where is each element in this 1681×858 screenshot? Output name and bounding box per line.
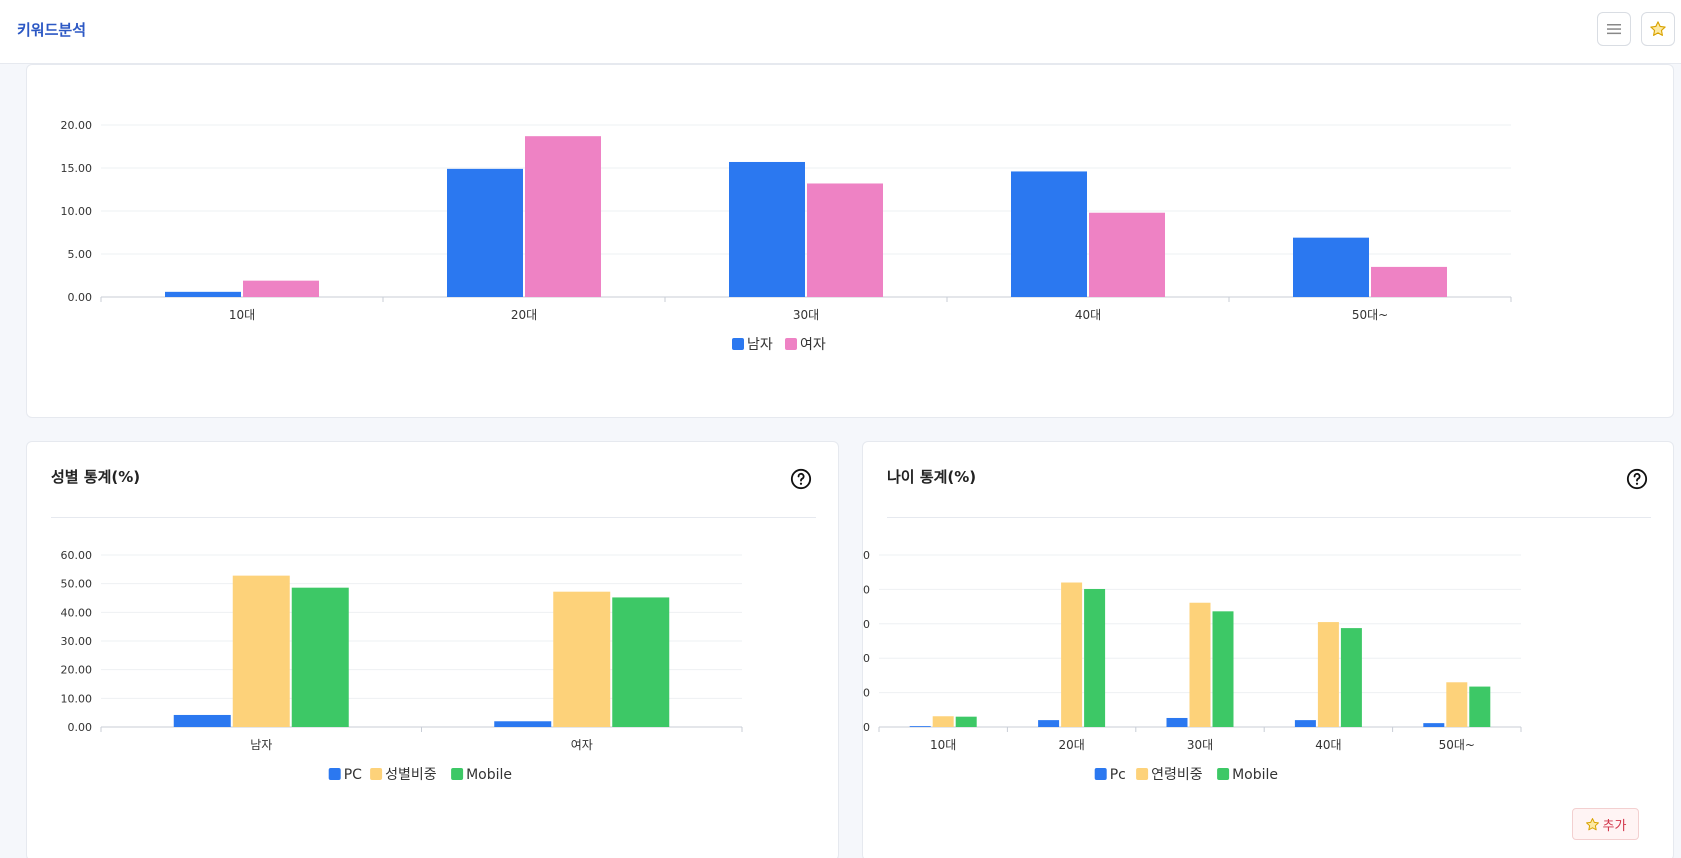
bar xyxy=(807,183,883,297)
bar xyxy=(1038,720,1060,727)
legend-label: 여자 xyxy=(800,337,826,353)
y-tick-label: 30.00 xyxy=(61,635,93,648)
bar xyxy=(1212,611,1234,727)
age-stats-title: 나이 통계(%) xyxy=(887,468,977,486)
bar xyxy=(1189,602,1211,727)
legend-label: Mobile xyxy=(1232,767,1278,783)
x-tick-label: 10대 xyxy=(229,308,255,322)
legend-label: 성별비중 xyxy=(385,767,437,783)
bar xyxy=(243,280,319,297)
menu-button[interactable] xyxy=(1597,12,1631,46)
bar xyxy=(232,575,290,727)
add-favorite-button[interactable]: 추가 xyxy=(1572,808,1639,840)
bar xyxy=(932,716,954,727)
age-stats-bar-chart: 0.00 8.00 16.00 24.00 32.00 40.00 10대 20대 30대 40대… xyxy=(863,549,1522,783)
x-tick-label: 남자 xyxy=(250,738,272,752)
age-stats-card: 나이 통계(%) 0.00 8.00 16.00 24.00 32.00 40.00 10대… xyxy=(862,441,1674,858)
bar xyxy=(291,587,349,727)
x-tick-label: 여자 xyxy=(571,738,593,752)
bar xyxy=(553,591,611,727)
bar xyxy=(1084,588,1106,727)
x-tick-label: 10대 xyxy=(930,738,956,752)
legend-swatch xyxy=(370,768,383,780)
bar xyxy=(909,726,931,727)
y-tick-label: 40.00 xyxy=(61,606,93,619)
y-tick-label: 15.00 xyxy=(61,162,93,175)
bar xyxy=(729,161,805,297)
hamburger-icon xyxy=(1607,24,1621,35)
legend-label: 연령비중 xyxy=(1151,767,1203,783)
x-tick-label: 20대 xyxy=(1058,738,1084,752)
bar xyxy=(173,714,231,727)
bar xyxy=(165,291,241,297)
y-tick-label: 5.00 xyxy=(68,248,93,261)
bar xyxy=(1061,582,1083,727)
bar xyxy=(1293,237,1369,297)
bar xyxy=(447,168,523,297)
y-tick-label: 24.00 xyxy=(863,618,870,631)
bar xyxy=(612,597,670,727)
legend-label: Mobile xyxy=(466,767,512,783)
top-bar: 키워드분석 xyxy=(0,0,1681,64)
bar xyxy=(1371,266,1447,297)
legend-swatch xyxy=(732,338,744,350)
bar xyxy=(955,716,977,727)
card-divider xyxy=(51,517,816,518)
y-tick-label: 20.00 xyxy=(61,119,93,132)
y-tick-label: 8.00 xyxy=(863,687,870,700)
legend-swatch xyxy=(785,338,797,350)
y-tick-label: 60.00 xyxy=(61,549,93,562)
legend-swatch xyxy=(1217,768,1230,780)
bar xyxy=(1011,171,1087,297)
y-tick-label: 0.00 xyxy=(68,721,93,734)
y-tick-label: 32.00 xyxy=(863,583,870,596)
gender-age-chart-card: 0.00 5.00 10.00 15.00 20.00 10대 20대 30대 40대 50대~ 남… xyxy=(26,64,1674,418)
gender-stats-bar-chart: 0.00 10.00 20.00 30.00 40.00 50.00 60.00 남자 여자 PC… xyxy=(61,549,743,783)
legend-label: 남자 xyxy=(747,337,773,353)
bar xyxy=(1089,212,1165,297)
bar xyxy=(1166,717,1188,727)
legend-swatch xyxy=(451,768,464,780)
gender-age-bar-chart: 0.00 5.00 10.00 15.00 20.00 10대 20대 30대 40대 50대~ 남… xyxy=(61,119,1512,353)
add-button-label: 추가 xyxy=(1602,818,1627,834)
help-icon[interactable] xyxy=(1626,468,1648,490)
y-tick-label: 40.00 xyxy=(863,549,870,562)
favorite-button[interactable] xyxy=(1641,12,1675,46)
legend-swatch xyxy=(1136,768,1149,780)
bar xyxy=(494,721,552,727)
bar xyxy=(1294,720,1316,727)
y-tick-label: 0.00 xyxy=(863,721,870,734)
legend-swatch xyxy=(1094,768,1107,780)
bar xyxy=(525,136,601,297)
y-tick-label: 10.00 xyxy=(61,692,93,705)
x-tick-label: 50대~ xyxy=(1439,738,1475,752)
bar xyxy=(1317,622,1339,727)
card-divider xyxy=(887,517,1651,518)
legend-label: PC xyxy=(344,767,362,783)
legend-label: Pc xyxy=(1110,767,1126,783)
x-tick-label: 30대 xyxy=(1187,738,1213,752)
y-tick-label: 20.00 xyxy=(61,664,93,677)
x-tick-label: 40대 xyxy=(1075,308,1101,322)
x-tick-label: 20대 xyxy=(511,308,537,322)
y-tick-label: 0.00 xyxy=(68,291,93,304)
y-tick-label: 50.00 xyxy=(61,578,93,591)
star-icon xyxy=(1585,817,1599,830)
bar xyxy=(1340,628,1362,727)
bar xyxy=(1469,686,1491,727)
star-icon xyxy=(1650,21,1666,36)
help-icon[interactable] xyxy=(790,468,812,490)
y-tick-label: 10.00 xyxy=(61,205,93,218)
bar xyxy=(1446,682,1468,727)
x-tick-label: 50대~ xyxy=(1352,308,1388,322)
y-tick-label: 16.00 xyxy=(863,652,870,665)
legend-swatch xyxy=(328,768,341,780)
bar xyxy=(1423,723,1445,727)
gender-stats-title: 성별 통계(%) xyxy=(51,468,141,486)
gender-stats-card: 성별 통계(%) 0.00 10.00 20.00 30.00 40.00 50.00 60… xyxy=(26,441,839,858)
page-title[interactable]: 키워드분석 xyxy=(17,21,87,39)
x-tick-label: 30대 xyxy=(793,308,819,322)
x-tick-label: 40대 xyxy=(1315,738,1341,752)
